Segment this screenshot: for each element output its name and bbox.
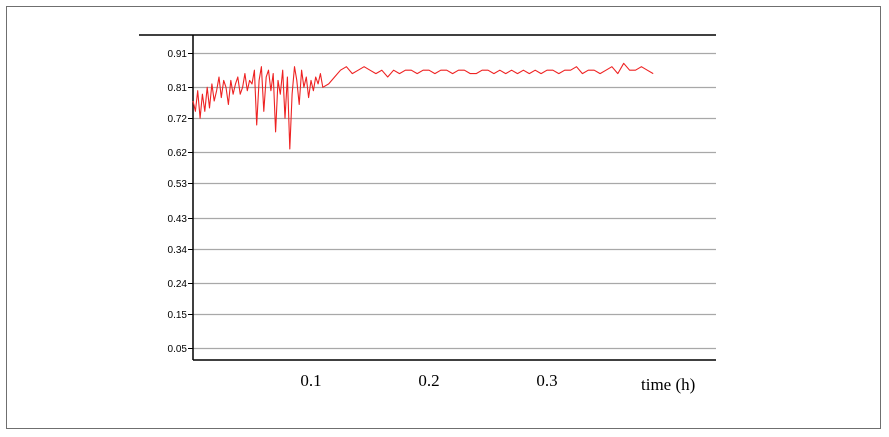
- x-tick-label: 0.3: [536, 371, 557, 390]
- y-tick-label: 0.53: [168, 179, 188, 190]
- y-tick-label: 0.62: [168, 148, 188, 159]
- gridlines: [193, 52, 716, 350]
- series-layer: [192, 62, 654, 150]
- axes: [139, 34, 716, 361]
- x-tick-label: 0.2: [418, 371, 439, 390]
- y-tick-label: 0.43: [168, 214, 188, 225]
- x-axis-label: time (h): [641, 375, 695, 394]
- y-tick-label: 0.34: [168, 245, 188, 256]
- y-tick-label: 0.72: [168, 114, 188, 125]
- x-tick-labels: 0.1 0.2 0.3: [300, 371, 557, 390]
- y-tick-label: 0.24: [168, 279, 188, 290]
- y-tick-labels: 0.91 0.81 0.72 0.62 0.53 0.43 0.34 0.24 0.15 0.05: [168, 49, 188, 355]
- y-tick-label: 0.91: [168, 49, 188, 60]
- y-tick-label: 0.81: [168, 83, 188, 94]
- y-tick-label: 0.15: [168, 310, 188, 321]
- series-line: [192, 62, 654, 150]
- x-tick-label: 0.1: [300, 371, 321, 390]
- y-tick-label: 0.05: [168, 344, 188, 355]
- figure-frame: [6, 6, 881, 429]
